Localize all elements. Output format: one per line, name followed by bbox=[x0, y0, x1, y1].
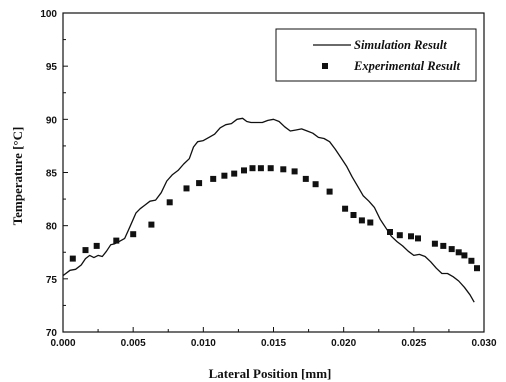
y-tick-label: 70 bbox=[46, 328, 58, 339]
experimental-point bbox=[221, 172, 228, 179]
y-tick-label: 100 bbox=[40, 9, 57, 20]
y-axis-label: Temperature [°C] bbox=[10, 127, 25, 226]
x-tick-label: 0.010 bbox=[191, 338, 216, 349]
x-tick-label: 0.000 bbox=[50, 338, 75, 349]
experimental-point bbox=[249, 165, 256, 172]
experimental-point bbox=[448, 246, 455, 253]
experimental-point bbox=[408, 233, 414, 240]
experimental-point bbox=[267, 165, 274, 172]
experimental-point bbox=[130, 231, 137, 238]
x-tick-label: 0.025 bbox=[401, 338, 426, 349]
experimental-point bbox=[387, 229, 393, 235]
x-tick-label: 0.015 bbox=[261, 338, 286, 349]
experimental-point bbox=[474, 265, 480, 272]
experimental-point bbox=[210, 175, 217, 182]
y-tick-label: 90 bbox=[46, 115, 58, 126]
legend-box bbox=[275, 28, 477, 82]
y-tick-label: 95 bbox=[46, 62, 58, 73]
experimental-point bbox=[440, 242, 447, 249]
experimental-point bbox=[367, 219, 374, 226]
experimental-point bbox=[241, 167, 247, 174]
x-tick-label: 0.020 bbox=[331, 338, 356, 349]
experimental-point bbox=[326, 188, 333, 195]
x-tick-label: 0.005 bbox=[121, 338, 146, 349]
experimental-point bbox=[350, 212, 357, 218]
experimental-point bbox=[196, 180, 203, 187]
series-markers bbox=[69, 165, 480, 272]
legend-entry-label: Simulation Result bbox=[354, 38, 447, 52]
legend-entry-label: Experimental Result bbox=[353, 59, 460, 73]
chart-legend: Simulation Result Experimental Result bbox=[275, 28, 477, 82]
simulation-line bbox=[62, 117, 475, 303]
experimental-point bbox=[455, 249, 462, 256]
experimental-point bbox=[166, 199, 173, 206]
y-axis-ticks: 70 75 80 85 90 95 100 bbox=[40, 9, 68, 339]
experimental-point bbox=[69, 255, 76, 262]
x-axis-label: Lateral Position [mm] bbox=[209, 366, 332, 381]
experimental-point bbox=[291, 168, 298, 175]
experimental-point bbox=[148, 221, 155, 228]
experimental-point bbox=[312, 181, 319, 188]
y-tick-label: 75 bbox=[46, 275, 58, 286]
experimental-point bbox=[93, 242, 100, 249]
x-tick-label: 0.030 bbox=[471, 338, 496, 349]
experimental-point bbox=[415, 235, 421, 242]
y-tick-label: 80 bbox=[46, 222, 58, 233]
experimental-point bbox=[280, 166, 287, 173]
experimental-point bbox=[302, 175, 309, 182]
x-axis-ticks: 0.000 0.005 0.010 0.015 0.020 0.025 0.030 bbox=[50, 327, 497, 349]
experimental-point bbox=[431, 240, 438, 247]
series-line bbox=[62, 117, 475, 303]
experimental-point bbox=[257, 165, 264, 172]
experimental-point bbox=[461, 252, 468, 259]
experimental-point bbox=[231, 170, 238, 177]
experimental-point bbox=[113, 237, 120, 244]
experimental-point bbox=[468, 257, 475, 264]
experimental-point bbox=[342, 205, 349, 212]
experimental-point bbox=[82, 247, 89, 254]
legend-marker-swatch bbox=[322, 63, 328, 69]
experimental-point bbox=[358, 217, 365, 224]
experimental-point bbox=[183, 185, 190, 192]
y-tick-label: 85 bbox=[46, 169, 58, 180]
experimental-point bbox=[396, 232, 403, 239]
